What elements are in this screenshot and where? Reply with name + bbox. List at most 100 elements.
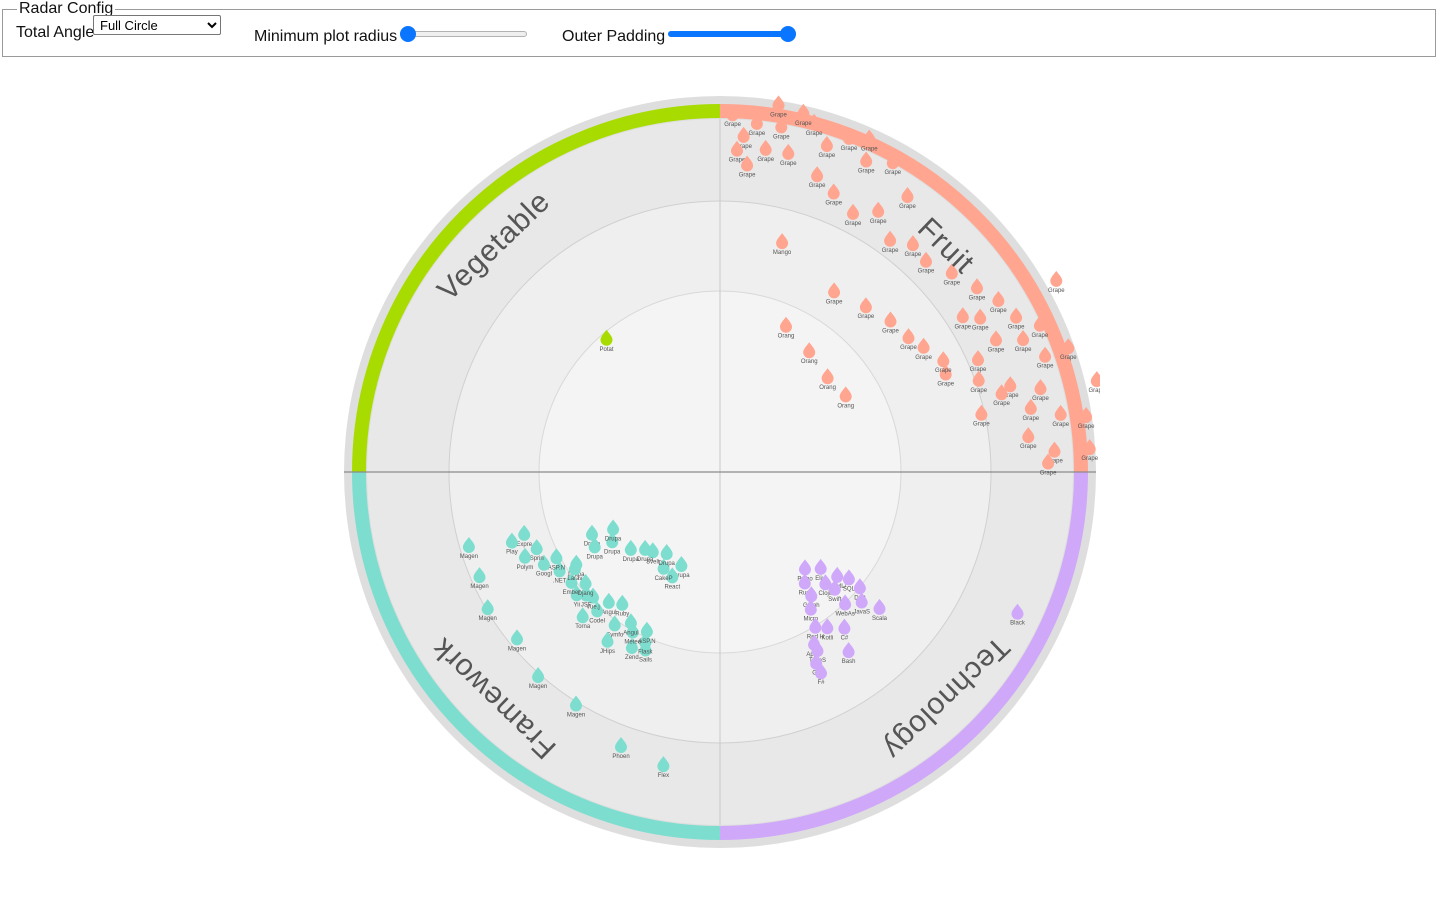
radar-point: Grape bbox=[1032, 315, 1049, 339]
min-radius-slider[interactable] bbox=[400, 26, 527, 42]
radar-point-label: Grape bbox=[749, 131, 766, 137]
radar-point-marker bbox=[570, 695, 582, 712]
radar-point-marker bbox=[901, 187, 914, 203]
radar-point-marker bbox=[1004, 376, 1017, 393]
radar-point-marker bbox=[530, 539, 543, 556]
radar-point-marker bbox=[842, 642, 855, 659]
radar-point: Elixi bbox=[814, 558, 827, 582]
radar-point-marker bbox=[804, 599, 817, 616]
radar-point-label: Grape bbox=[990, 308, 1007, 314]
radar-point: JHips bbox=[600, 631, 615, 655]
radar-point: Potat bbox=[599, 329, 614, 353]
radar-point-label: WebAs bbox=[835, 612, 854, 618]
radar-point: Grape bbox=[900, 328, 917, 351]
radar-point-label: Grape bbox=[729, 158, 746, 164]
radar-point: Larav bbox=[567, 559, 582, 582]
radar-point-label: C# bbox=[841, 636, 849, 642]
radar-point: Magen bbox=[470, 567, 489, 590]
radar-point: CakeP bbox=[655, 558, 673, 582]
radar-point-marker bbox=[726, 105, 739, 122]
radar-point-label: Black bbox=[1010, 621, 1026, 627]
radar-point-marker bbox=[532, 667, 545, 683]
radar-point-marker bbox=[537, 554, 550, 571]
radar-point-label: Grape bbox=[826, 299, 843, 305]
radar-point: Drupa bbox=[623, 539, 640, 563]
radar-point-marker bbox=[666, 567, 679, 584]
radar-point-marker bbox=[809, 617, 822, 634]
radar-point-label: Grape bbox=[1048, 288, 1065, 294]
radar-point-marker bbox=[615, 737, 627, 753]
radar-point: Orang bbox=[778, 316, 794, 340]
radar-point: Grape bbox=[1020, 427, 1037, 450]
radar-point-label: Flask bbox=[638, 650, 653, 656]
radar-point-marker bbox=[600, 329, 613, 346]
radar-point: Grape bbox=[773, 117, 790, 140]
radar-points: GrapeGrapeGrapeGrapeGrapeGrapeGrapeGrape… bbox=[460, 95, 1100, 779]
radar-point-label: Ember bbox=[563, 590, 581, 596]
radar-point-marker bbox=[608, 615, 621, 632]
radar-point-marker bbox=[974, 308, 987, 325]
radar-chart: GrapeGrapeGrapeGrapeGrapeGrapeGrapeGrape… bbox=[344, 95, 1100, 848]
radar-point-label: Grape bbox=[845, 221, 862, 227]
radar-point: Grape bbox=[806, 113, 823, 137]
radar-point-label: Meteo bbox=[624, 640, 641, 646]
radar-point-label: Grape bbox=[988, 347, 1005, 353]
radar-point-marker bbox=[616, 594, 629, 611]
min-radius-slider-thumb[interactable] bbox=[400, 26, 416, 42]
min-radius-slider-track bbox=[400, 31, 527, 37]
radar-point-marker bbox=[1033, 315, 1046, 332]
radar-point-marker bbox=[972, 370, 985, 387]
radar-point-label: Vue.j bbox=[586, 605, 599, 611]
radar-point-label: Grape bbox=[954, 324, 971, 330]
outer-padding-slider-thumb[interactable] bbox=[780, 26, 796, 42]
radar-point-label: CakeP bbox=[655, 576, 673, 582]
radar-point-label: Grape bbox=[806, 131, 823, 137]
radar-point-label: Grape bbox=[780, 161, 797, 167]
radar-point-marker bbox=[625, 638, 638, 654]
radar-point: Djang bbox=[578, 573, 594, 597]
radar-point-label: Yii bbox=[573, 602, 579, 608]
radar-point-label: Grape bbox=[973, 422, 990, 428]
radar-point-label: Bash bbox=[842, 659, 856, 665]
radar-point-marker bbox=[750, 113, 763, 130]
radar-point-marker bbox=[1010, 307, 1023, 324]
radar-point-marker bbox=[798, 573, 811, 590]
radar-point-label: Djang bbox=[578, 591, 594, 597]
radar-point: Grape bbox=[757, 139, 775, 163]
radar-point-marker bbox=[1024, 398, 1037, 415]
radar-point-label: Grape bbox=[757, 157, 774, 163]
outer-padding-label: Outer Padding bbox=[562, 28, 666, 45]
radar-point: Grape bbox=[1078, 407, 1095, 430]
radar-point: Grape bbox=[884, 153, 902, 176]
total-angle-select[interactable]: Full Circle bbox=[93, 15, 221, 35]
radar-point: Flex bbox=[657, 756, 670, 779]
radar-point-marker bbox=[811, 166, 824, 183]
radar-point: Kotli bbox=[821, 618, 834, 641]
radar-point: Grape bbox=[1046, 441, 1063, 465]
radar-point-label: Grape bbox=[882, 329, 899, 335]
radar-point: Grape bbox=[825, 183, 843, 207]
radar-point: Orang bbox=[837, 386, 854, 409]
radar-point: Grape bbox=[970, 370, 988, 394]
radar-point-marker bbox=[657, 756, 670, 773]
radar-point-marker bbox=[819, 574, 832, 591]
radar-point: JavaS bbox=[853, 592, 870, 616]
radar-point-label: Zend bbox=[625, 655, 639, 661]
radar-point: Drupa bbox=[605, 519, 622, 543]
radar-point: Grape bbox=[861, 129, 878, 153]
radar-point-label: Drupa bbox=[587, 554, 604, 560]
radar-point-label: Grape bbox=[918, 269, 935, 275]
outer-padding-slider[interactable] bbox=[668, 26, 796, 42]
radar-point: Grape bbox=[1060, 338, 1077, 361]
radar-point: Grape bbox=[841, 128, 858, 152]
radar-point: Grape bbox=[993, 384, 1011, 407]
radar-point-label: Grape bbox=[1022, 416, 1039, 422]
radar-point-label: Grape bbox=[1015, 347, 1032, 353]
radar-point: Grape bbox=[858, 297, 875, 320]
radar-point-marker bbox=[873, 598, 886, 615]
radar-point-marker bbox=[860, 151, 873, 168]
outer-padding-slider-fill bbox=[668, 31, 788, 37]
radar-point-label: Grape bbox=[1081, 456, 1098, 462]
radar-point-label: Sails bbox=[639, 658, 652, 664]
radar-point-marker bbox=[782, 143, 795, 160]
